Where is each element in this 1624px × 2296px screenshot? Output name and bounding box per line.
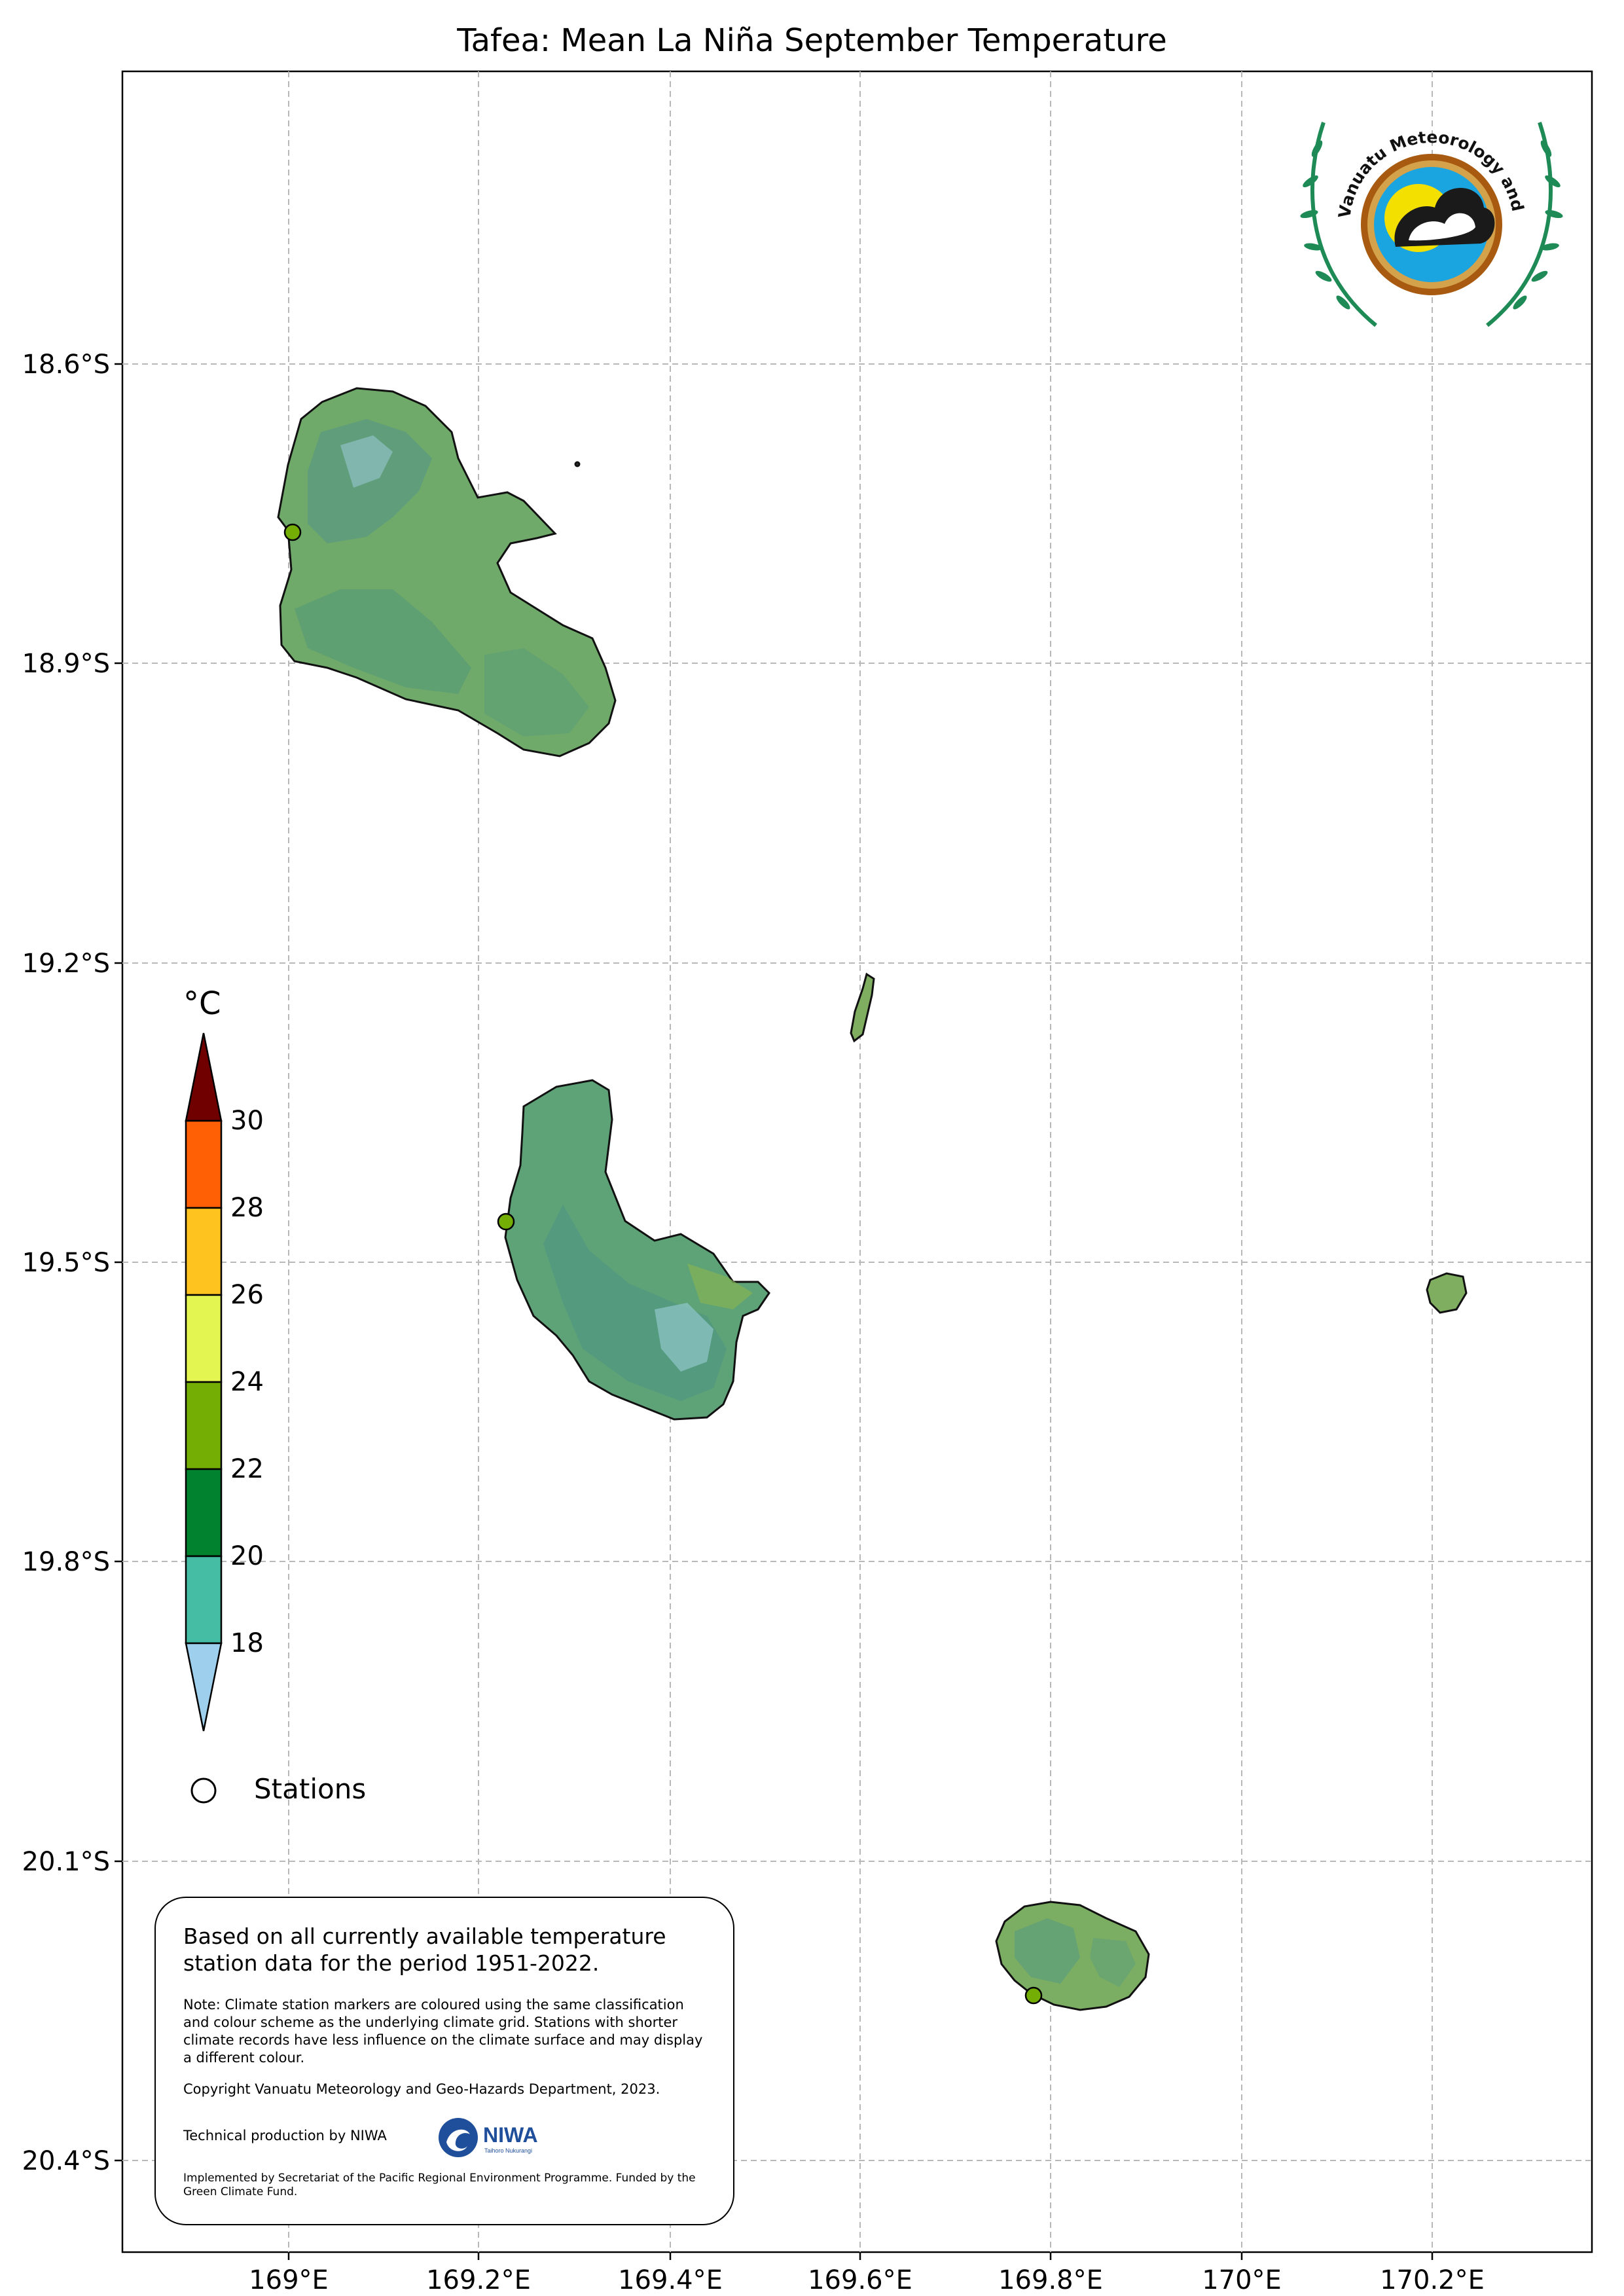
lat-label: 20.4°S (22, 2146, 110, 2176)
info-technical-text: Technical production by NIWA (183, 2128, 387, 2143)
futuna-island (1426, 1272, 1468, 1314)
info-note-text: Note: Climate station markers are colour… (183, 1997, 703, 2066)
lon-label: 169.8°E (998, 2265, 1103, 2295)
station-marker (283, 523, 302, 541)
info-main-text: Based on all currently available tempera… (183, 1923, 666, 1976)
lon-label: 170.2°E (1380, 2265, 1485, 2295)
colorbar-tick-label: 18 (230, 1628, 264, 1658)
station-marker (1024, 1986, 1043, 2005)
aneityum-island (995, 1901, 1150, 2011)
islet (574, 461, 581, 467)
colorbar-tick-label: 26 (230, 1280, 264, 1310)
niwa-logo-subtext: Taihoro Nukurangi (484, 2147, 532, 2154)
colorbar-unit: °C (183, 985, 221, 1022)
axis-ticks (115, 363, 1434, 2260)
lon-label: 170°E (1202, 2265, 1282, 2295)
lat-label: 19.5°S (22, 1248, 110, 1278)
colorbar (185, 1032, 223, 1732)
tanna-island (504, 1079, 770, 1421)
lon-label: 169°E (249, 2265, 329, 2295)
lat-label: 19.8°S (22, 1547, 110, 1577)
stations (283, 523, 1043, 2005)
aniwa-island (850, 972, 875, 1043)
erromango-island (277, 387, 617, 757)
stations-legend-marker (190, 1777, 217, 1804)
niwa-logo-icon: NIWA Taihoro Nukurangi (439, 2118, 538, 2157)
lon-label: 169.2°E (426, 2265, 531, 2295)
vmgd-logo-icon: Department Vanuatu Meteorology and Geo-H… (1297, 103, 1563, 327)
laurel-leaves (1300, 140, 1563, 310)
colorbar-bin (185, 1207, 223, 1296)
colorbar-tick-label: 28 (230, 1193, 264, 1223)
station-marker (497, 1212, 515, 1231)
colorbar-bin (185, 1294, 223, 1383)
colorbar-tick-label: 20 (230, 1541, 264, 1571)
info-box: Based on all currently available tempera… (154, 1897, 734, 2225)
info-copyright-text: Copyright Vanuatu Meteorology and Geo-Ha… (183, 2081, 660, 2097)
colorbar-tick-label: 22 (230, 1454, 264, 1484)
niwa-logo-text: NIWA (483, 2123, 538, 2147)
info-funding-text: Implemented by Secretariat of the Pacifi… (183, 2172, 696, 2198)
lon-label: 169.4°E (618, 2265, 723, 2295)
lat-label: 18.9°S (22, 649, 110, 679)
lat-label: 18.6°S (22, 350, 110, 380)
map-title: Tafea: Mean La Niña September Temperatur… (457, 22, 1167, 59)
colorbar-tick-label: 24 (230, 1367, 264, 1397)
lon-label: 169.6°E (808, 2265, 912, 2295)
colorbar-tick-label: 30 (230, 1106, 264, 1136)
stations-legend-label: Stations (254, 1773, 367, 1805)
islands (277, 387, 1468, 2011)
lat-label: 19.2°S (22, 949, 110, 979)
colorbar-under-arrow (185, 1642, 223, 1732)
colorbar-bin (185, 1468, 223, 1558)
colorbar-bin (185, 1555, 223, 1645)
lat-label: 20.1°S (22, 1847, 110, 1877)
graticule (122, 71, 1592, 2252)
colorbar-bin (185, 1381, 223, 1470)
colorbar-bin (185, 1120, 223, 1209)
